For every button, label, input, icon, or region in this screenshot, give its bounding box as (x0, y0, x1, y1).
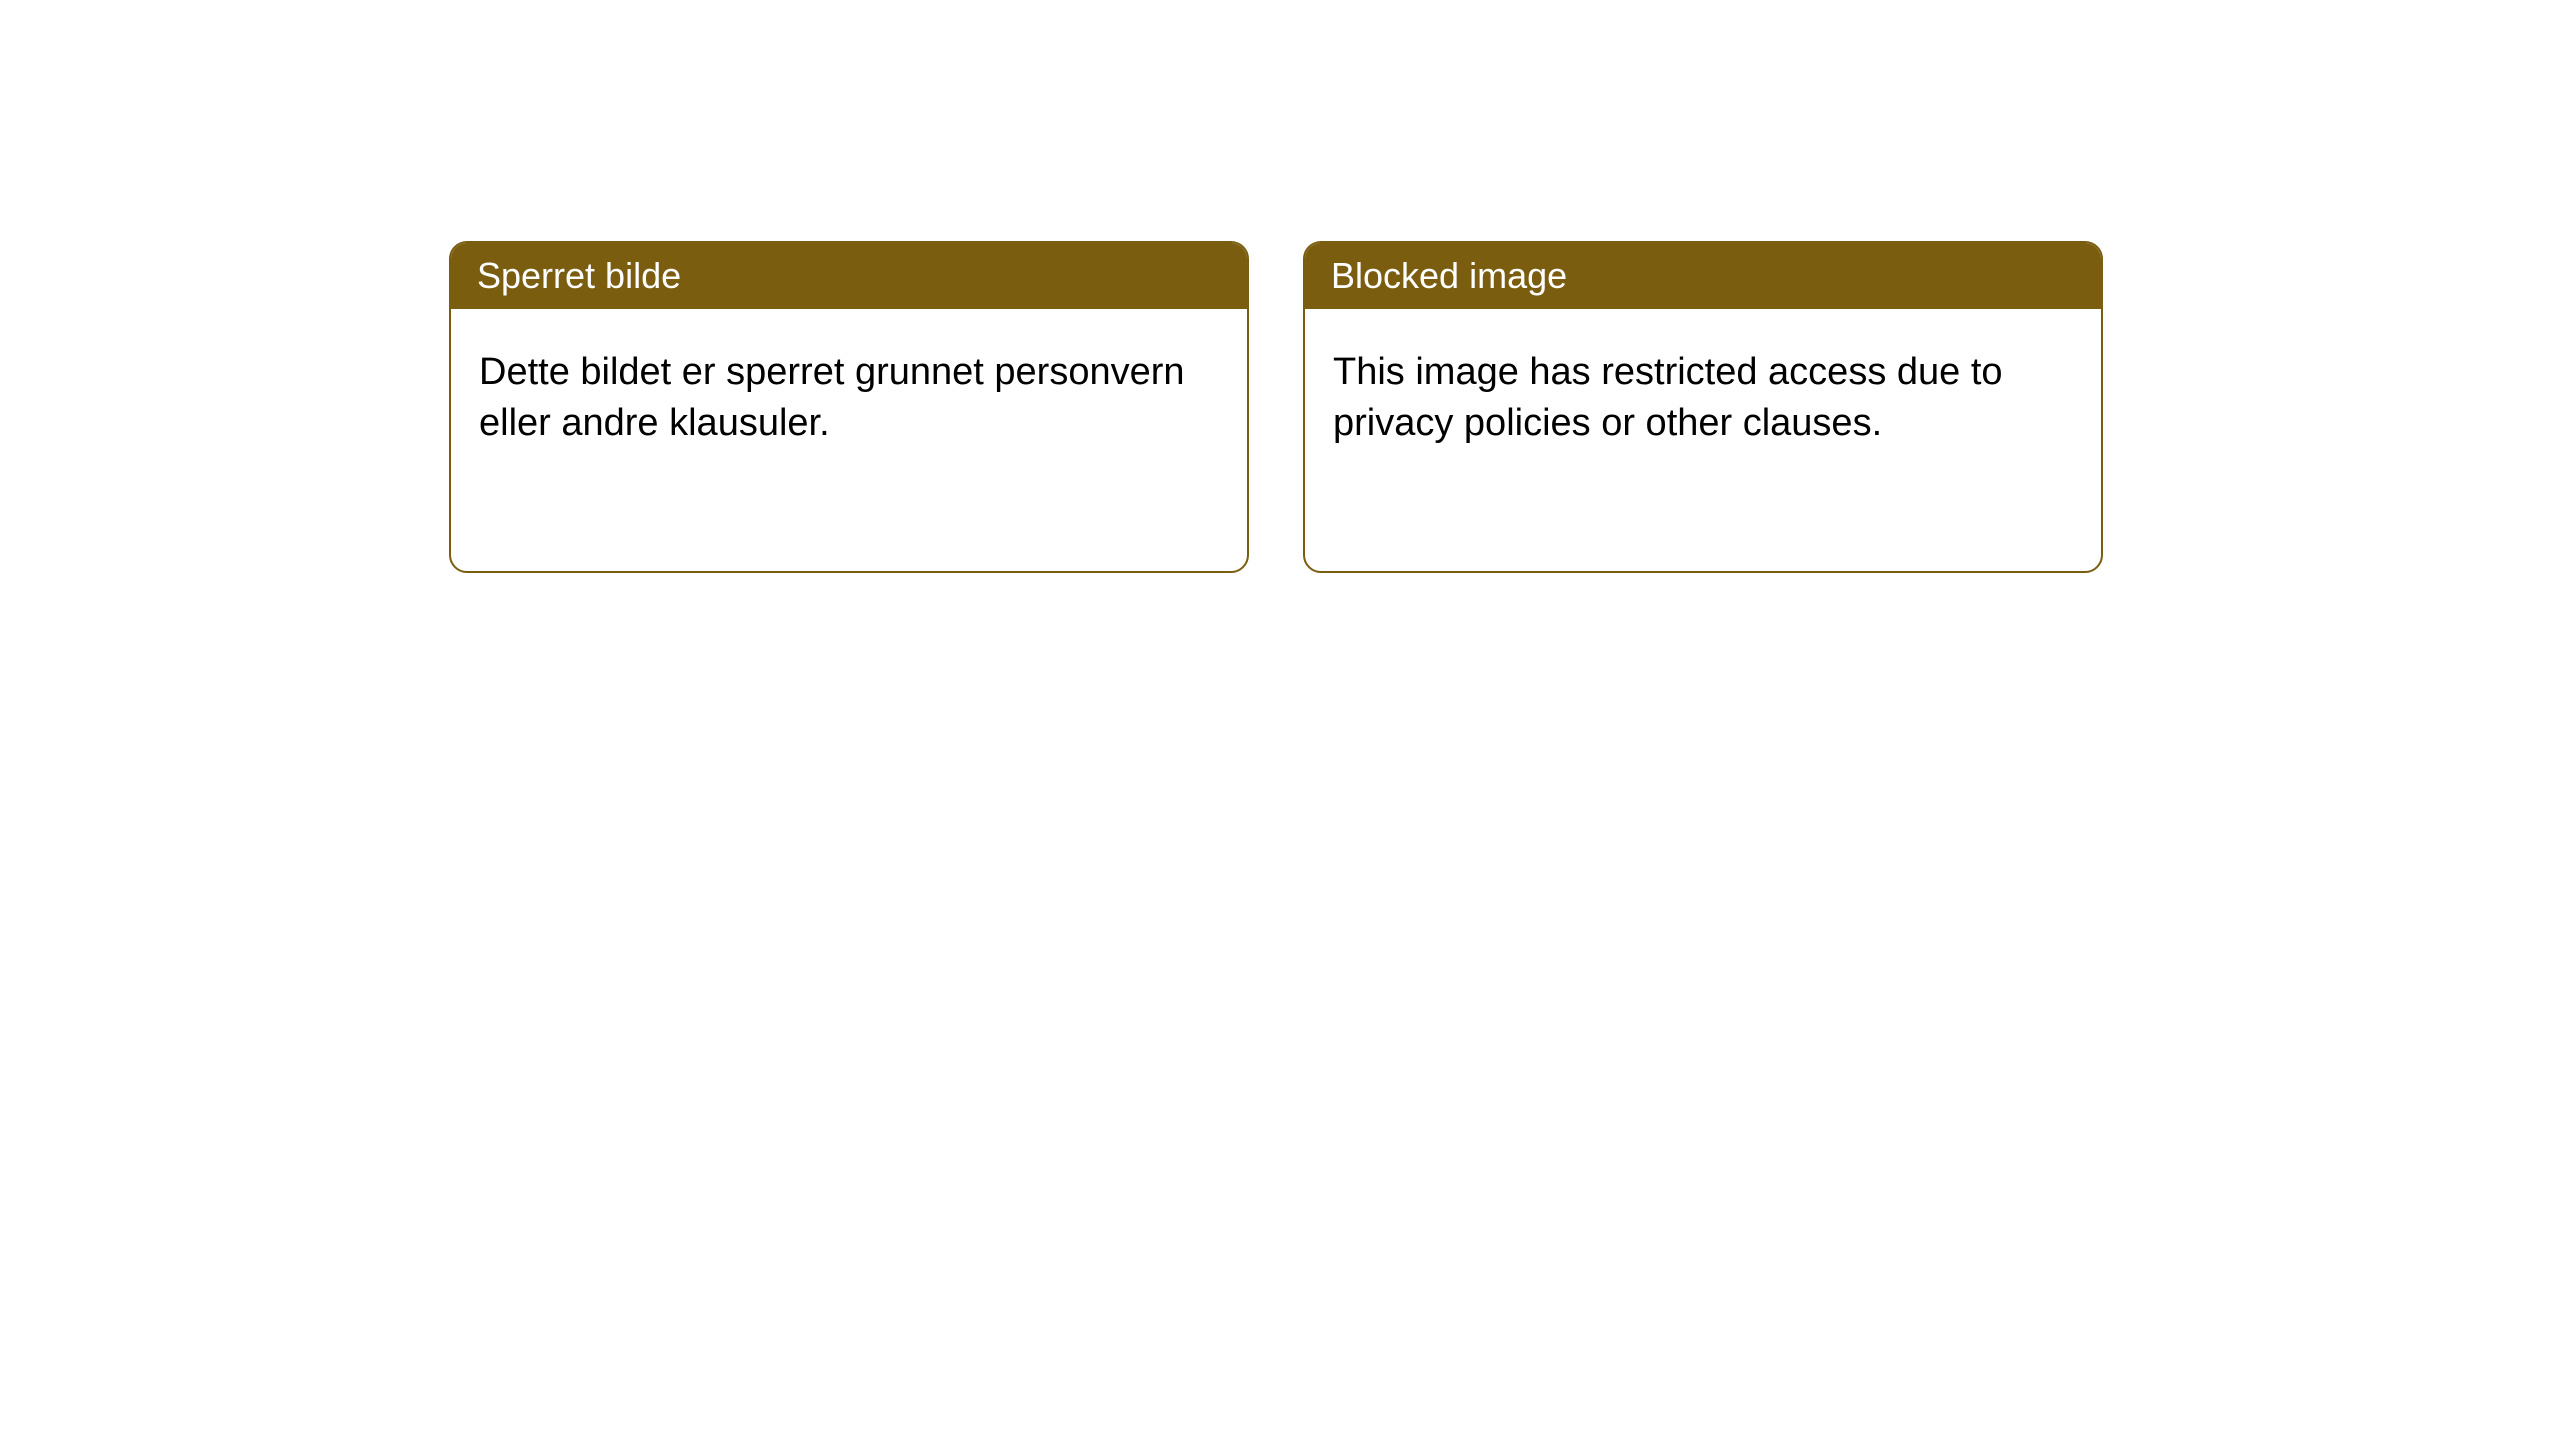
notice-card-body: This image has restricted access due to … (1305, 309, 2101, 488)
notice-card-header: Sperret bilde (451, 243, 1247, 309)
notice-card-header: Blocked image (1305, 243, 2101, 309)
notice-card-english: Blocked image This image has restricted … (1303, 241, 2103, 573)
notice-cards-container: Sperret bilde Dette bildet er sperret gr… (449, 241, 2103, 573)
notice-card-body: Dette bildet er sperret grunnet personve… (451, 309, 1247, 488)
notice-card-norwegian: Sperret bilde Dette bildet er sperret gr… (449, 241, 1249, 573)
